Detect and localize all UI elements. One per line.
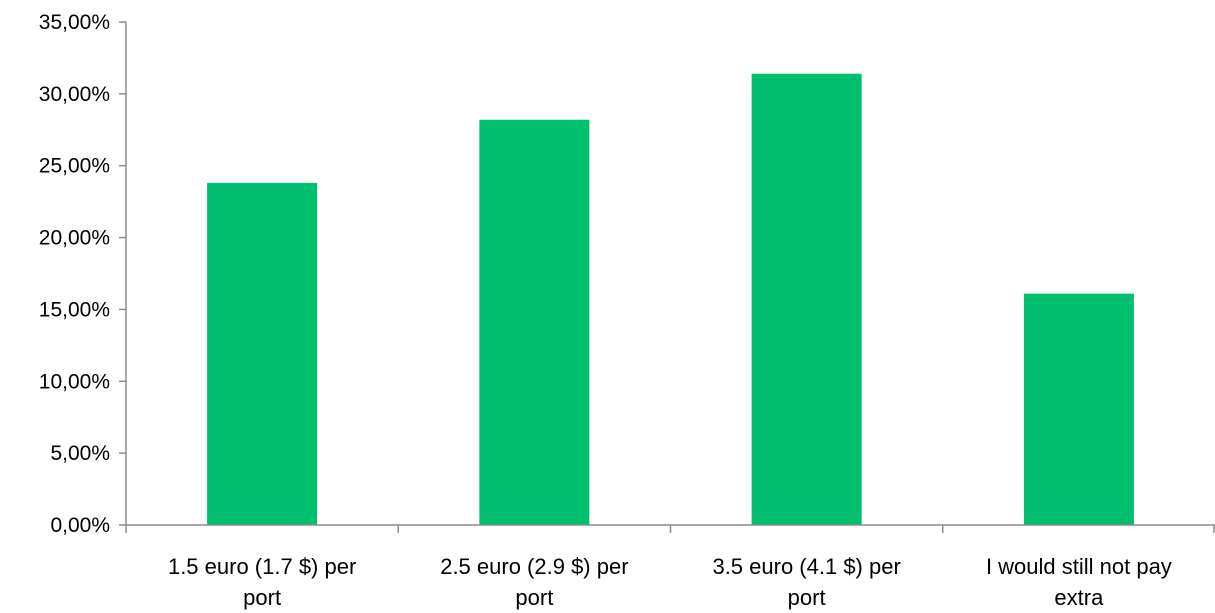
x-category-label-line: port bbox=[515, 585, 553, 610]
y-tick-label: 20,00% bbox=[39, 227, 110, 250]
y-tick-label: 30,00% bbox=[39, 83, 110, 106]
y-tick-label: 10,00% bbox=[39, 370, 110, 393]
x-category-label-line: extra bbox=[1054, 585, 1104, 610]
x-category-label-line: 3.5 euro (4.1 $) per bbox=[712, 554, 900, 579]
bars bbox=[207, 73, 1134, 526]
y-tick-label: 15,00% bbox=[39, 298, 110, 321]
x-category-label: 3.5 euro (4.1 $) per port bbox=[712, 554, 900, 610]
y-tick-label: 35,00% bbox=[39, 11, 110, 34]
bar bbox=[1023, 293, 1134, 525]
bar bbox=[751, 73, 862, 525]
x-category-label-line: port bbox=[788, 585, 826, 610]
x-category-label-line: 1.5 euro (1.7 $) per bbox=[168, 554, 356, 579]
x-category-label-line: I would still not pay bbox=[986, 554, 1172, 579]
x-category-label: I would still not pay extra bbox=[986, 554, 1172, 610]
y-tick-label: 5,00% bbox=[50, 442, 110, 465]
y-axis: 0,00% 5,00% 10,00% 15,00% 20,00% 25,00% 30,00%… bbox=[39, 11, 127, 537]
x-category-label: 2.5 euro (2.9 $) per port bbox=[440, 554, 628, 610]
bar bbox=[479, 119, 590, 526]
x-category-label-line: 2.5 euro (2.9 $) per bbox=[440, 554, 628, 579]
y-tick-label: 0,00% bbox=[50, 514, 110, 537]
x-category-label-line: port bbox=[243, 585, 281, 610]
x-category-label: 1.5 euro (1.7 $) per port bbox=[168, 554, 356, 610]
bar bbox=[207, 182, 318, 525]
y-tick-label: 25,00% bbox=[39, 155, 110, 178]
